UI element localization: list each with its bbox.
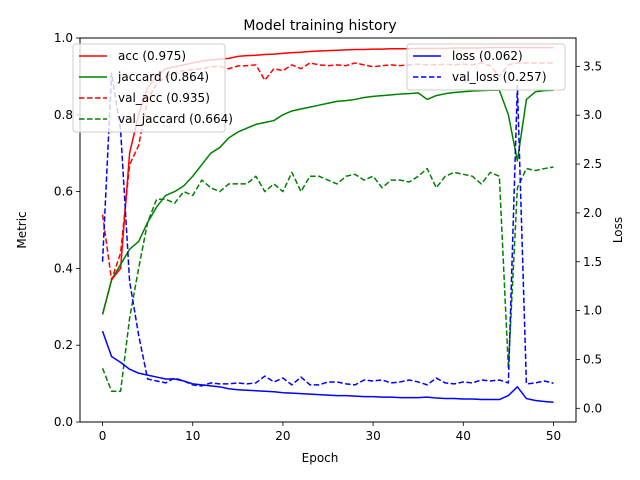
left-y-tick-label: 0.6 [54,185,73,199]
right-y-tick-label: 1.5 [583,255,602,269]
legend-label-val-jaccard: val_jaccard (0.664) [118,112,233,126]
series-line-jaccard-left [101,89,554,315]
left-y-tick-label: 0.2 [54,338,73,352]
left-y-axis-label: Metric [15,211,29,248]
legend-label-acc: acc (0.975) [118,49,186,63]
x-axis-label: Epoch [302,451,339,465]
legend-label-loss: loss (0.062) [452,49,523,63]
left-legend: acc (0.975) jaccard (0.864) val_acc (0.9… [72,43,233,133]
left-legend-box [72,43,226,133]
right-y-tick-label: 1.0 [583,304,602,318]
legend-label-val-acc: val_acc (0.935) [118,91,210,105]
right-legend: loss (0.062) val_loss (0.257) [406,43,566,91]
x-tick-label: 30 [365,429,380,443]
series-line-val-acc-left [101,62,554,281]
plot-frame [79,37,577,423]
left-y-tick-label: 0.8 [54,108,73,122]
legend-label-val-loss: val_loss (0.257) [452,70,547,84]
left-y-tick-label: 1.0 [54,31,73,45]
right-y-tick-label: 2.5 [583,157,602,171]
right-y-tick-label: 3.5 [583,59,602,73]
right-y-tick-label: 2.0 [583,206,602,220]
x-tick-label: 50 [546,429,561,443]
x-tick-label: 20 [275,429,290,443]
right-y-axis-label: Loss [611,217,625,243]
right-y-tick-label: 3.0 [583,108,602,122]
x-tick-label: 10 [185,429,200,443]
series-line-val-loss-right [101,72,554,387]
left-y-tick-label: 0.0 [54,415,73,429]
chart-title: Model training history [243,18,396,34]
right-legend-box [406,43,566,91]
axis-ticks: 0 10 20 30 40 50 0.0 0.2 0.4 0.6 0.8 1.0 0.0 0.5 1.0 1.… [54,31,602,443]
right-y-tick-label: 0.5 [583,352,602,366]
legend-label-jaccard: jaccard (0.864) [117,70,209,84]
x-tick-label: 40 [456,429,471,443]
x-tick-label: 0 [99,429,107,443]
right-y-tick-label: 0.0 [583,401,602,415]
series-line-val-jaccard-left [101,166,554,393]
left-y-tick-label: 0.4 [54,261,73,275]
